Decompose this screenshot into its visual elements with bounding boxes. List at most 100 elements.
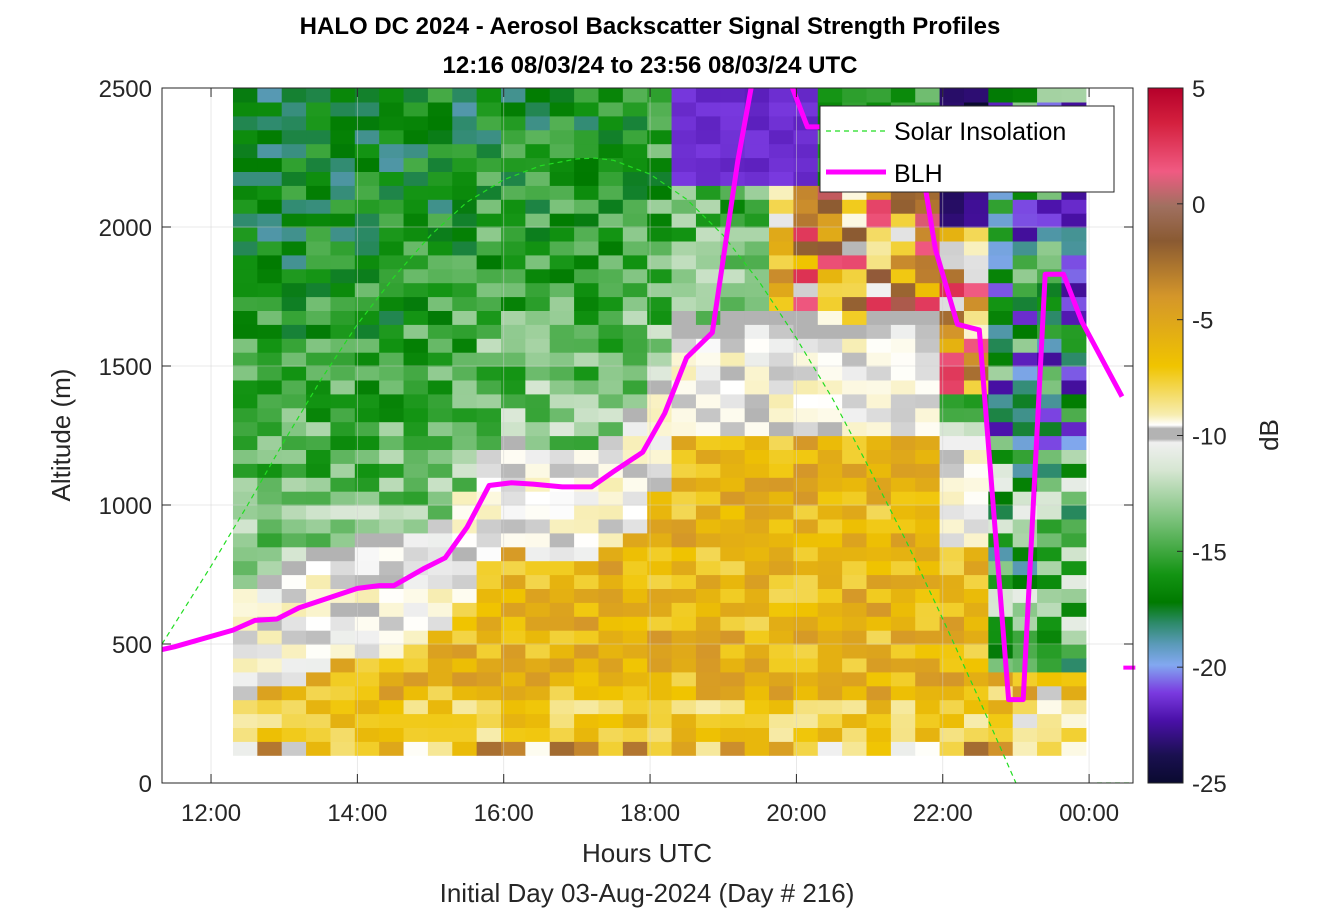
heatmap-cell [354, 449, 380, 464]
heatmap-cell [769, 505, 795, 520]
heatmap-cell [549, 240, 575, 256]
heatmap-cell [501, 685, 526, 701]
heatmap-cell [915, 505, 941, 520]
heatmap-cell [671, 213, 697, 228]
heatmap-cell [793, 477, 819, 492]
heatmap-cell [671, 518, 697, 534]
heatmap-cell [427, 338, 453, 353]
heatmap-cell [1012, 588, 1038, 603]
heatmap-cell [866, 366, 892, 381]
heatmap-cell [647, 115, 673, 131]
heatmap-cell [939, 491, 965, 506]
heatmap-cell [769, 101, 795, 117]
heatmap-cell [403, 213, 429, 228]
heatmap-cell [354, 588, 380, 603]
heatmap-cell [939, 338, 965, 353]
heatmap-cell [232, 602, 258, 617]
heatmap-cell [622, 644, 648, 659]
heatmap-cell [549, 254, 575, 270]
heatmap-cell [769, 491, 795, 506]
heatmap-cell [647, 588, 673, 603]
heatmap-cell [866, 421, 892, 437]
heatmap-cell [476, 727, 502, 742]
heatmap-cell [842, 199, 868, 214]
heatmap-cell [671, 630, 697, 645]
heatmap-cell [427, 491, 453, 506]
heatmap-cell [403, 657, 429, 673]
heatmap-cell [890, 310, 916, 325]
heatmap-cell [379, 379, 405, 395]
heatmap-cell [257, 143, 283, 159]
heatmap-cell [598, 727, 624, 742]
heatmap-cell [622, 379, 648, 395]
heatmap-cell [354, 491, 380, 506]
heatmap-cell [866, 477, 892, 492]
heatmap-cell [452, 644, 478, 659]
heatmap-cell [1061, 449, 1087, 464]
heatmap-cell [330, 254, 356, 270]
heatmap-cell [598, 602, 624, 617]
heatmap-cell [379, 324, 405, 339]
heatmap-cell [963, 713, 989, 728]
heatmap-cell [354, 393, 380, 409]
heatmap-cell [281, 366, 307, 381]
heatmap-cell [1012, 199, 1038, 214]
heatmap-cell [379, 199, 405, 214]
heatmap-cell [354, 296, 380, 311]
heatmap-cell [671, 671, 697, 687]
heatmap-cell [1012, 713, 1038, 728]
heatmap-cell [354, 324, 380, 339]
y-axis-label: Altitude (m) [46, 369, 76, 502]
heatmap-cell [354, 185, 380, 200]
heatmap-cell [574, 560, 600, 576]
heatmap-cell [890, 435, 916, 450]
heatmap-cell [695, 366, 721, 381]
heatmap-cell [647, 491, 673, 506]
heatmap-cell [890, 240, 916, 256]
heatmap-cell [915, 741, 941, 756]
heatmap-cell [330, 741, 356, 756]
heatmap-cell [866, 616, 892, 631]
heatmap-cell [647, 657, 673, 673]
heatmap-cell [915, 532, 941, 548]
heatmap-cell [379, 129, 405, 145]
heatmap-cell [525, 240, 551, 256]
heatmap-cell [549, 727, 575, 742]
heatmap-cell [281, 713, 307, 728]
heatmap-cell [232, 143, 258, 159]
heatmap-cell [988, 644, 1014, 659]
heatmap-cell [330, 366, 356, 381]
heatmap-cell [890, 741, 916, 756]
heatmap-cell [915, 393, 941, 409]
heatmap-cell [330, 713, 356, 728]
heatmap-cell [354, 254, 380, 270]
heatmap-cell [525, 546, 551, 562]
heatmap-cell [549, 491, 575, 506]
heatmap-cell [403, 240, 429, 256]
heatmap-cell [549, 171, 575, 186]
heatmap-cell [647, 338, 673, 353]
heatmap-cell [452, 296, 478, 311]
heatmap-cell [330, 157, 356, 172]
heatmap-cell [257, 671, 283, 687]
heatmap-cell [598, 671, 624, 687]
heatmap-cell [939, 616, 965, 631]
heatmap-cell [963, 532, 989, 548]
heatmap-cell [598, 407, 624, 423]
heatmap-cell [232, 671, 258, 687]
heatmap-cell [793, 143, 819, 159]
heatmap-cell [744, 532, 770, 548]
heatmap-cell [452, 699, 478, 715]
heatmap-cell [525, 310, 551, 325]
heatmap-cell [890, 88, 916, 103]
heatmap-cell [306, 240, 332, 256]
heatmap-cell [574, 240, 600, 256]
heatmap-cell [793, 324, 819, 339]
heatmap-cell [890, 366, 916, 381]
heatmap-cell [695, 463, 721, 478]
heatmap-cell [890, 671, 916, 687]
heatmap-cell [403, 296, 429, 311]
heatmap-cell [744, 685, 770, 701]
heatmap-cell [574, 505, 600, 520]
heatmap-cell [501, 199, 526, 214]
